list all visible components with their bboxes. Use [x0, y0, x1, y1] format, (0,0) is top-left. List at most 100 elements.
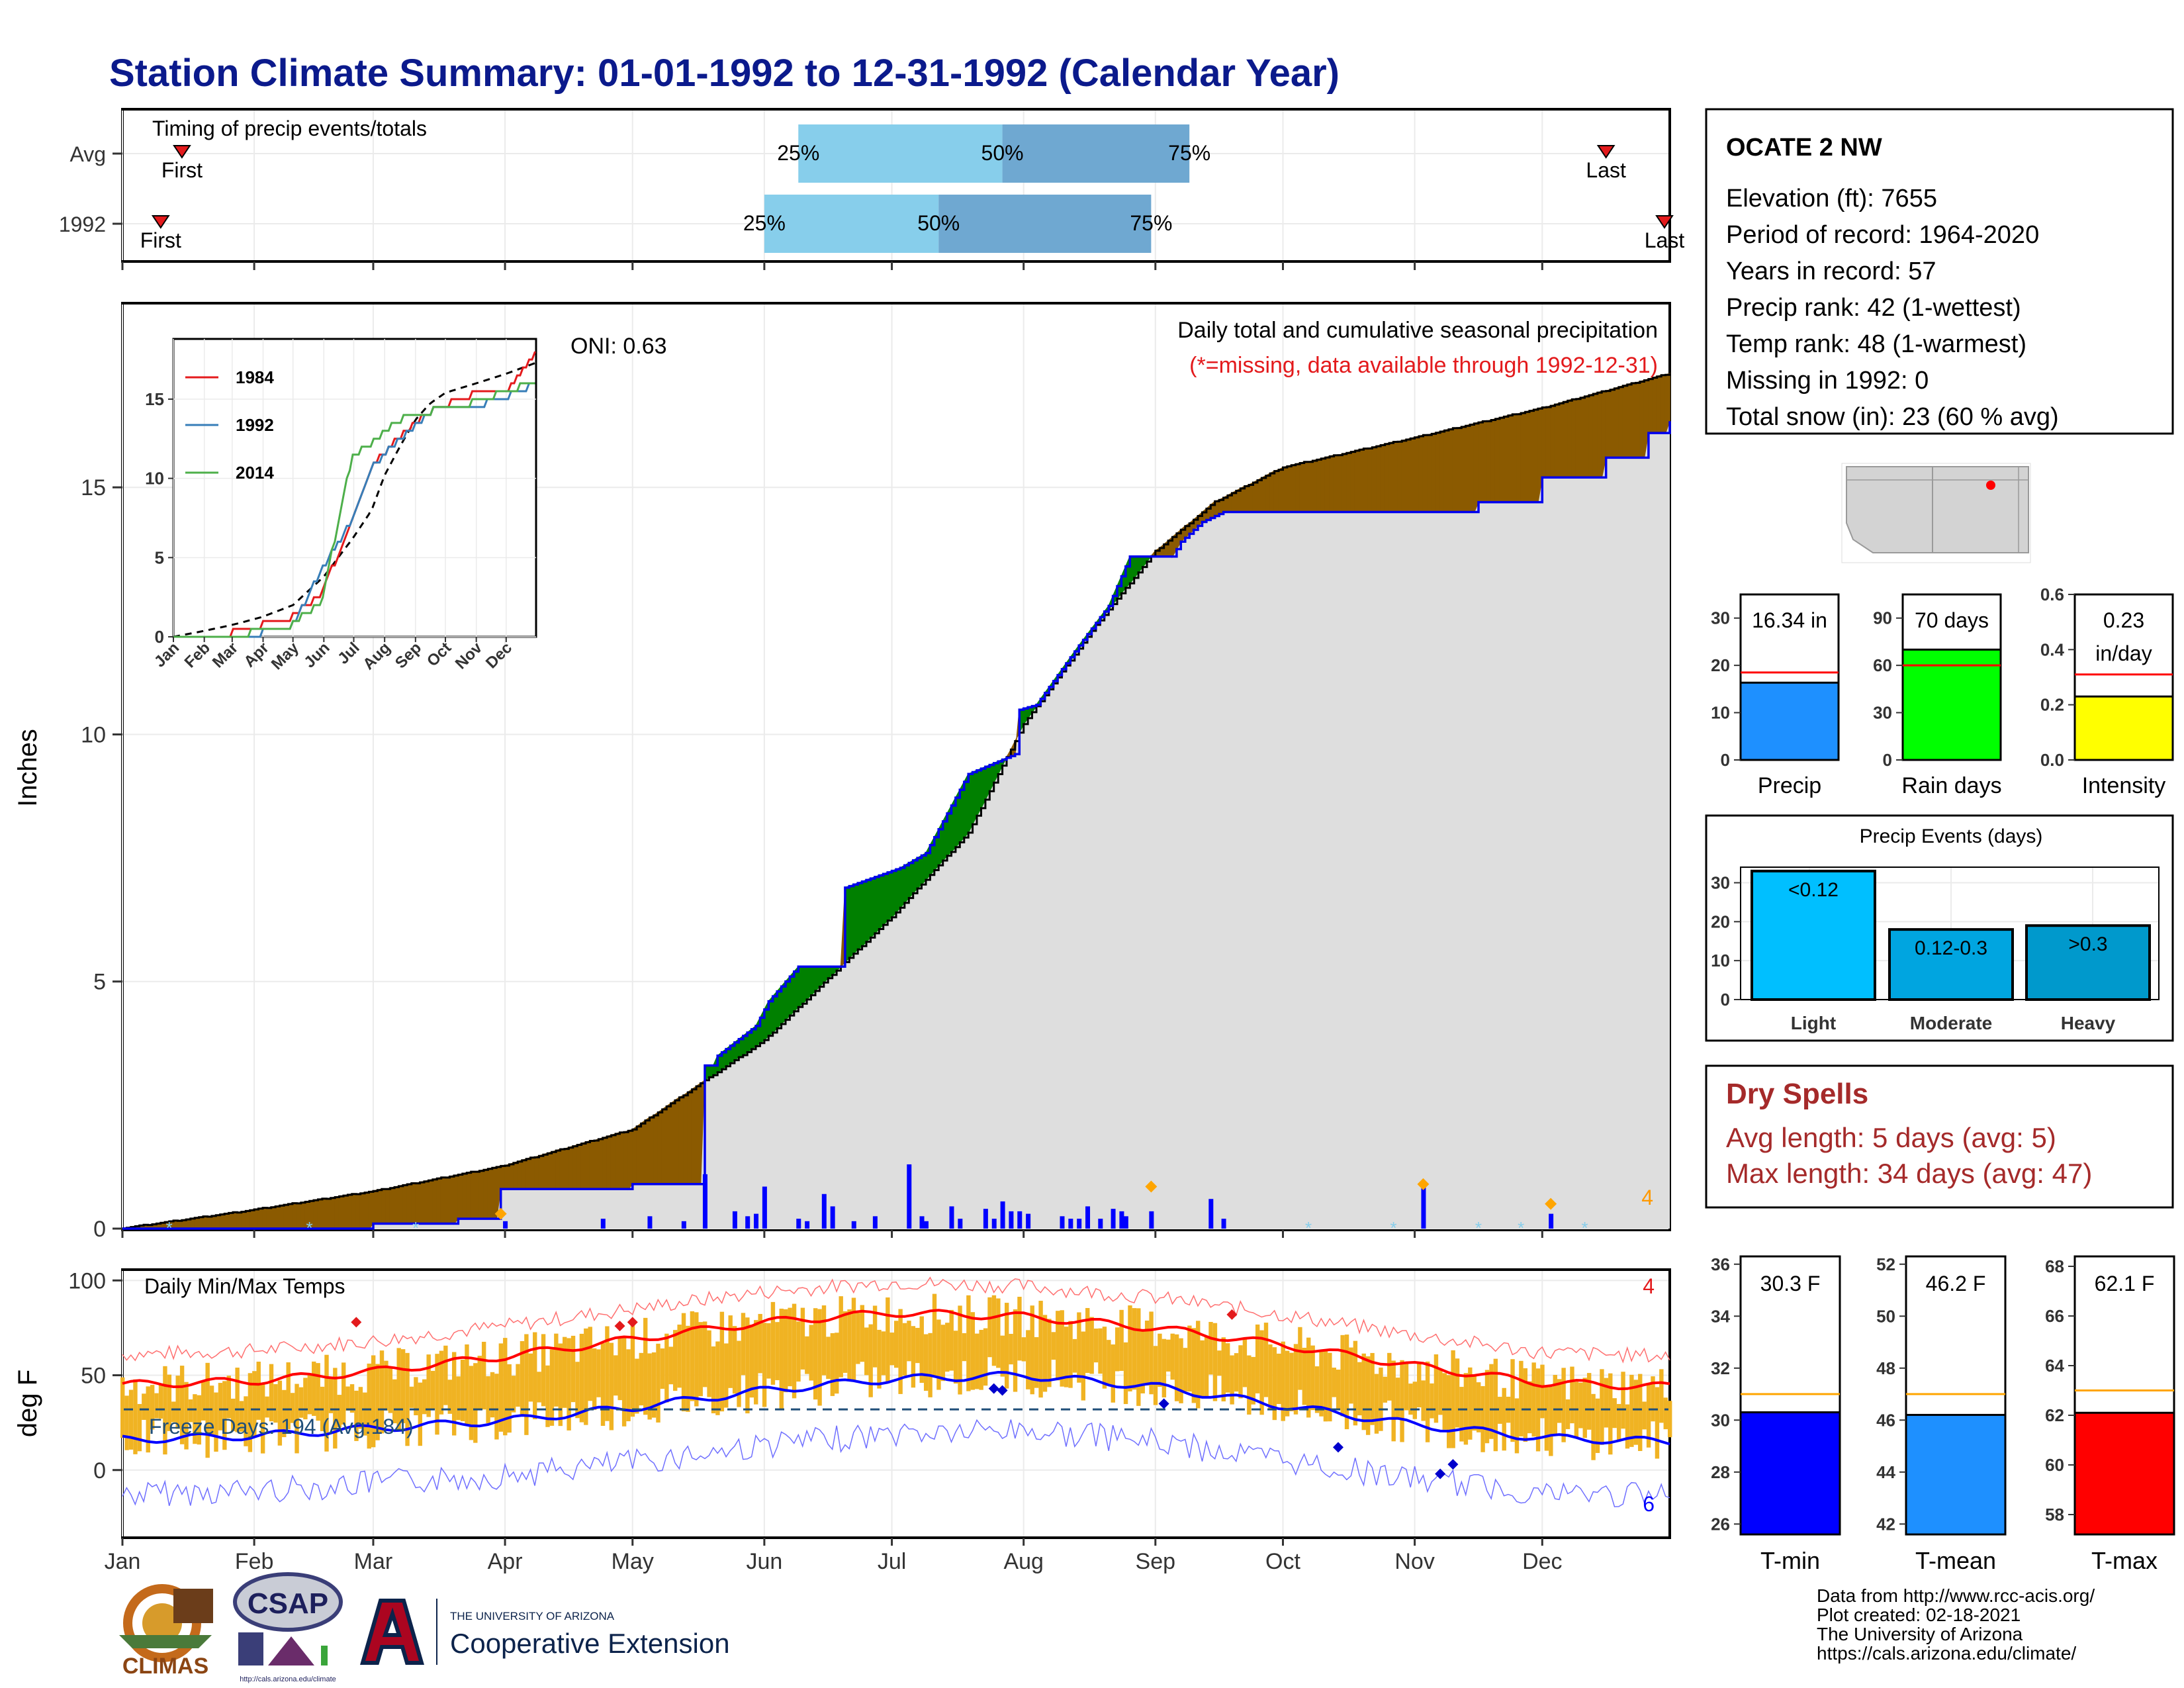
events-bar-inner-label: 0.12-0.3	[1915, 937, 1987, 959]
daily-temp-range-bar	[197, 1395, 202, 1445]
deficit-area	[653, 1111, 659, 1185]
deficit-area	[1291, 463, 1297, 513]
daily-temp-range-bar	[617, 1336, 622, 1401]
inset-legend-label: 1992	[236, 415, 274, 435]
month-label: May	[612, 1549, 654, 1574]
daily-temp-range-bar	[796, 1321, 801, 1382]
deficit-area	[1410, 436, 1416, 513]
deficit-area	[313, 1198, 319, 1229]
daily-temp-range-bar	[614, 1355, 618, 1396]
daily-temp-range-bar	[490, 1372, 495, 1418]
deficit-area	[1367, 446, 1373, 513]
daily-temp-range-bar	[592, 1348, 597, 1410]
snow-marker: *	[1518, 1218, 1524, 1238]
deficit-area	[610, 1133, 616, 1190]
daily-temp-range-bar	[124, 1395, 129, 1450]
deficit-area	[1631, 382, 1637, 459]
observed-cumulative-line	[122, 421, 1671, 1230]
ua-logo-small-text: THE UNIVERSITY OF ARIZONA	[450, 1610, 615, 1622]
deficit-area	[500, 1165, 506, 1190]
deficit-area	[1490, 418, 1496, 503]
deficit-area	[1575, 397, 1581, 479]
temp-bar-value-text: 62.1 F	[2095, 1272, 2155, 1295]
last-marker	[1655, 215, 1674, 229]
timing-label-p75: 75%	[1130, 211, 1172, 235]
temp-bar-value-text: 30.3 F	[1760, 1272, 1821, 1295]
temp-bar-tick-label: 58	[2045, 1505, 2064, 1524]
daily-temp-range-bar	[1336, 1370, 1341, 1411]
daily-temp-range-bar	[1072, 1338, 1077, 1373]
daily-precip-bar	[600, 1219, 606, 1229]
record-high-marker	[627, 1317, 638, 1328]
deficit-area	[1482, 420, 1488, 503]
deficit-area	[1499, 416, 1505, 503]
daily-temp-range-bar	[1489, 1364, 1494, 1439]
surplus-area	[882, 871, 888, 926]
daily-temp-range-bar	[975, 1333, 979, 1389]
deficit-area	[661, 1105, 667, 1185]
extreme-precip-marker	[1145, 1180, 1158, 1193]
daily-temp-range-bar	[600, 1343, 606, 1426]
daily-temp-range-bar	[1625, 1404, 1630, 1449]
daily-temp-range-bar	[919, 1316, 924, 1383]
dry-spells-title: Dry Spells	[1726, 1078, 1868, 1110]
deficit-area	[232, 1211, 238, 1229]
deficit-area	[576, 1143, 582, 1190]
daily-temp-range-bar	[1268, 1344, 1273, 1409]
daily-temp-range-bar	[1404, 1363, 1409, 1411]
temp-panel: deg F Freeze Days: 194 (Avg:184) Daily Mi…	[13, 1268, 1672, 1539]
daily-temp-range-bar	[1430, 1383, 1434, 1419]
daily-temp-range-bar	[1447, 1375, 1451, 1448]
daily-temp-range-bar	[128, 1389, 134, 1450]
last-marker	[1596, 145, 1615, 159]
daily-temp-range-bar	[1200, 1340, 1205, 1397]
deficit-area	[551, 1150, 557, 1190]
surplus-area	[887, 870, 893, 922]
deficit-area	[275, 1205, 281, 1229]
daily-temp-range-bar	[520, 1340, 525, 1417]
mini-bar-value-0	[1739, 681, 1840, 761]
daily-temp-range-bar	[1480, 1385, 1485, 1452]
daily-temp-range-bar	[1017, 1296, 1022, 1361]
daily-temp-range-bar	[447, 1380, 452, 1414]
daily-temp-range-bar	[516, 1364, 520, 1407]
deficit-area	[266, 1206, 272, 1229]
events-bar-heavy	[2025, 924, 2151, 1002]
daily-temp-range-bar	[1166, 1339, 1171, 1372]
daily-precip-bar	[702, 1174, 707, 1229]
deficit-area	[1533, 408, 1539, 503]
daily-precip-bar	[796, 1219, 801, 1229]
month-label: Oct	[1265, 1549, 1300, 1574]
deficit-area	[470, 1171, 476, 1219]
deficit-area	[696, 1082, 702, 1185]
deficit-area	[296, 1201, 302, 1229]
daily-temp-range-bar	[1026, 1330, 1030, 1389]
daily-temp-range-bar	[626, 1349, 631, 1422]
deficit-area	[657, 1108, 663, 1185]
daily-temp-range-bar	[630, 1325, 635, 1417]
deficit-area	[1354, 449, 1360, 513]
daily-temp-range-bar	[1633, 1380, 1639, 1445]
deficit-area	[1422, 434, 1428, 513]
daily-temp-range-bar	[477, 1356, 482, 1409]
surplus-area	[874, 874, 880, 935]
inset-ytick-label: 5	[155, 547, 164, 567]
ua-logo-big-text: Cooperative Extension	[450, 1628, 730, 1659]
temp-ytick-label: 100	[68, 1268, 106, 1293]
record-high-marker	[351, 1317, 362, 1328]
surplus-area	[848, 884, 854, 959]
deficit-area	[564, 1147, 570, 1190]
daily-temp-range-bar	[724, 1343, 729, 1408]
daily-temp-range-bar	[1476, 1382, 1481, 1432]
daily-temp-range-bar	[1217, 1350, 1222, 1376]
deficit-area	[445, 1176, 451, 1225]
events-bar-label: Light	[1791, 1013, 1836, 1033]
timing-row-label: Avg	[69, 142, 106, 166]
daily-temp-range-bar	[469, 1366, 474, 1440]
deficit-area	[555, 1149, 561, 1190]
deficit-area	[1388, 441, 1394, 513]
deficit-area	[1597, 391, 1602, 479]
deficit-area	[377, 1188, 383, 1225]
temperature-bar-charts: 30.3 F 26 28 30 32 34 36 T-min 46.2 F 42 44 46 48 50 5…	[1711, 1254, 2175, 1574]
deficit-area	[1559, 401, 1565, 479]
